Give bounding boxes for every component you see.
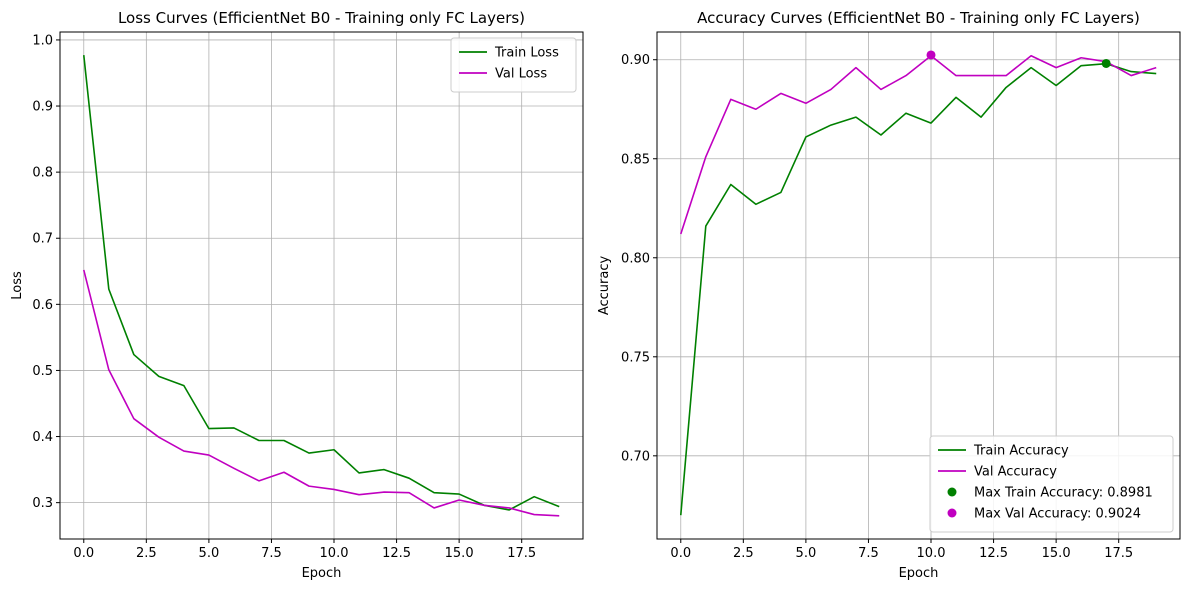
legend-marker-swatch xyxy=(947,487,957,497)
legend-entry-label: Max Val Accuracy: 0.9024 xyxy=(974,507,1141,522)
axes-frame xyxy=(59,31,584,540)
x-tick-label: 7.5 xyxy=(261,546,282,561)
x-tick-label: 0.0 xyxy=(73,546,94,561)
x-tick-label: 7.5 xyxy=(858,546,879,561)
y-tick-label: 0.9 xyxy=(32,100,53,115)
x-tick-label: 15.0 xyxy=(445,546,474,561)
y-tick-label: 0.5 xyxy=(32,364,53,379)
chart-title: Loss Curves (EfficientNet B0 - Training … xyxy=(118,9,525,27)
x-tick-label: 15.0 xyxy=(1042,546,1071,561)
x-tick-label: 0.0 xyxy=(670,546,691,561)
x-axis-label: Epoch xyxy=(302,566,342,581)
axes-frame xyxy=(656,31,1181,540)
series-line-train-accuracy xyxy=(679,62,1157,516)
y-axis-label: Accuracy xyxy=(597,256,612,316)
legend: Train Accuracy Val Accuracy Max Train Accu… xyxy=(929,435,1174,533)
legend-marker-swatch xyxy=(947,508,957,518)
legend-entry-label: Val Accuracy xyxy=(974,465,1057,480)
chart-title: Accuracy Curves (EfficientNet B0 - Train… xyxy=(697,9,1140,27)
x-tick-label: 2.5 xyxy=(136,546,157,561)
chart-panel-accuracy: 0.0 2.5 5.0 7.5 10.0 12.5 15.0 17.5 0.70 0.75 0.80… xyxy=(597,9,1181,581)
x-tick-label: 10.0 xyxy=(320,546,349,561)
y-tick-label: 0.80 xyxy=(621,251,650,266)
x-tick-label: 17.5 xyxy=(1104,546,1133,561)
y-tick-label: 0.4 xyxy=(32,430,53,445)
series-line-train-loss xyxy=(82,55,560,511)
x-tick-label: 10.0 xyxy=(917,546,946,561)
y-tick-label: 0.70 xyxy=(621,449,650,464)
x-tick-label: 17.5 xyxy=(507,546,536,561)
y-tick-label: 0.8 xyxy=(32,166,53,181)
legend: Train Loss Val Loss xyxy=(450,37,577,93)
max-marker-point xyxy=(1101,58,1111,68)
y-tick-label: 0.3 xyxy=(32,496,53,511)
series-line-val-loss xyxy=(82,269,560,517)
y-tick-label: 0.6 xyxy=(32,298,53,313)
legend-entry-label: Val Loss xyxy=(495,67,547,82)
y-tick-label: 0.85 xyxy=(621,152,650,167)
x-tick-label: 2.5 xyxy=(733,546,754,561)
x-axis-label: Epoch xyxy=(899,566,939,581)
x-tick-label: 12.5 xyxy=(979,546,1008,561)
y-tick-label: 0.7 xyxy=(32,232,53,247)
legend-box xyxy=(929,435,1174,533)
chart-panel-loss: 0.0 2.5 5.0 7.5 10.0 12.5 15.0 17.5 0.3 0.4 0.5 0.6… xyxy=(10,9,584,581)
legend-entry-label: Train Accuracy xyxy=(973,444,1069,459)
x-tick-label: 5.0 xyxy=(796,546,817,561)
series-line-val-accuracy xyxy=(680,54,1157,235)
x-tick-label: 12.5 xyxy=(382,546,411,561)
y-tick-label: 1.0 xyxy=(32,33,53,48)
y-tick-label: 0.90 xyxy=(621,53,650,68)
legend-entry-label: Max Train Accuracy: 0.8981 xyxy=(974,486,1153,501)
max-marker-point xyxy=(926,50,936,60)
legend-entry-label: Train Loss xyxy=(494,46,559,61)
y-tick-label: 0.75 xyxy=(621,350,650,365)
y-axis-label: Loss xyxy=(10,271,25,300)
x-tick-label: 5.0 xyxy=(199,546,220,561)
